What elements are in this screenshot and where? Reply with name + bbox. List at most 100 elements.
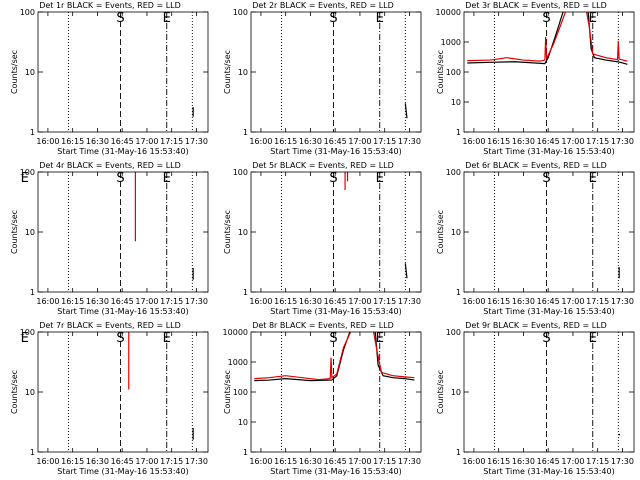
y-axis-label: Counts/sec xyxy=(436,50,445,94)
annotation: E xyxy=(589,11,597,26)
x-axis-label: Start Time (31-May-16 15:53:40) xyxy=(270,467,401,476)
annotation: E xyxy=(21,331,29,346)
x-tick-label: 17:30 xyxy=(611,457,634,466)
x-tick-label: 17:00 xyxy=(561,457,584,466)
annotation: S xyxy=(329,11,337,26)
x-tick-label: 17:15 xyxy=(586,137,609,146)
x-tick-label: 17:00 xyxy=(135,297,158,306)
x-tick-label: 16:00 xyxy=(36,457,59,466)
x-axis-label: Start Time (31-May-16 15:53:40) xyxy=(57,147,188,156)
x-tick-label: 16:00 xyxy=(249,137,272,146)
panel-title: Det 2r BLACK = Events, RED = LLD xyxy=(252,1,394,10)
x-tick-label: 16:15 xyxy=(487,457,510,466)
panel-title: Det 1r BLACK = Events, RED = LLD xyxy=(39,1,181,10)
x-tick-label: 16:30 xyxy=(299,297,322,306)
annotation: E xyxy=(163,331,171,346)
y-tick-label: 1000 xyxy=(228,358,248,367)
y-tick-label: 10 xyxy=(451,98,461,107)
x-axis-label: Start Time (31-May-16 15:53:40) xyxy=(483,147,614,156)
plot-frame xyxy=(250,331,422,453)
x-tick-label: 16:30 xyxy=(86,137,109,146)
x-tick-label: 16:45 xyxy=(111,137,134,146)
series-line xyxy=(404,103,408,119)
y-tick-label: 1 xyxy=(456,448,461,457)
series-line xyxy=(467,12,628,62)
y-axis-label: Counts/sec xyxy=(10,370,19,414)
annotation: S xyxy=(542,331,550,346)
y-tick-label: 10 xyxy=(25,388,35,397)
x-tick-label: 17:00 xyxy=(348,137,371,146)
y-tick-label: 1 xyxy=(30,128,35,137)
x-tick-label: 17:00 xyxy=(561,137,584,146)
x-tick-label: 17:15 xyxy=(373,297,396,306)
x-tick-label: 16:30 xyxy=(512,297,535,306)
x-tick-label: 16:45 xyxy=(324,297,347,306)
x-tick-label: 17:30 xyxy=(398,137,421,146)
x-tick-label: 17:30 xyxy=(611,137,634,146)
panel-title: Det 7r BLACK = Events, RED = LLD xyxy=(39,321,181,330)
y-tick-label: 100 xyxy=(233,388,248,397)
x-tick-label: 16:15 xyxy=(274,297,297,306)
x-tick-label: 16:15 xyxy=(487,297,510,306)
annotation: E xyxy=(589,171,597,186)
x-tick-label: 16:30 xyxy=(512,457,535,466)
y-tick-label: 10 xyxy=(25,68,35,77)
y-axis-label: Counts/sec xyxy=(10,210,19,254)
x-axis-label: Start Time (31-May-16 15:53:40) xyxy=(57,467,188,476)
y-tick-label: 1 xyxy=(243,288,248,297)
panel-title: Det 6r BLACK = Events, RED = LLD xyxy=(465,161,607,170)
panel-title: Det 4r BLACK = Events, RED = LLD xyxy=(39,161,181,170)
panel: Det 5r BLACK = Events, RED = LLD Counts/s… xyxy=(223,161,422,316)
x-tick-label: 16:00 xyxy=(249,297,272,306)
annotation: E xyxy=(163,171,171,186)
annotation: S xyxy=(542,11,550,26)
series-line xyxy=(404,263,408,279)
y-tick-label: 10 xyxy=(451,388,461,397)
x-tick-label: 16:45 xyxy=(324,137,347,146)
y-tick-label: 10 xyxy=(238,68,248,77)
plot-frame xyxy=(37,171,209,293)
annotation: S xyxy=(116,11,124,26)
y-tick-label: 100 xyxy=(446,68,461,77)
annotation: S xyxy=(116,331,124,346)
y-tick-label: 1 xyxy=(243,448,248,457)
y-tick-label: 1 xyxy=(456,288,461,297)
panel: Det 2r BLACK = Events, RED = LLD Counts/s… xyxy=(223,1,422,156)
x-tick-label: 16:30 xyxy=(512,137,535,146)
x-tick-label: 16:45 xyxy=(111,297,134,306)
x-tick-label: 16:00 xyxy=(36,297,59,306)
panel: Det 3r BLACK = Events, RED = LLD Counts/s… xyxy=(436,1,635,156)
plot-frame xyxy=(37,331,209,453)
panel: Det 6r BLACK = Events, RED = LLD Counts/s… xyxy=(436,161,635,316)
x-tick-label: 16:00 xyxy=(36,137,59,146)
panel: Det 9r BLACK = Events, RED = LLD Counts/s… xyxy=(436,321,635,476)
annotation: E xyxy=(163,11,171,26)
data-layer xyxy=(134,172,194,280)
x-tick-label: 16:45 xyxy=(324,457,347,466)
x-tick-label: 16:45 xyxy=(537,457,560,466)
panel-title: Det 3r BLACK = Events, RED = LLD xyxy=(465,1,607,10)
x-tick-label: 16:30 xyxy=(299,457,322,466)
x-axis-label: Start Time (31-May-16 15:53:40) xyxy=(483,467,614,476)
annotation: E xyxy=(589,331,597,346)
x-tick-label: 16:45 xyxy=(111,457,134,466)
annotation: E xyxy=(376,11,384,26)
x-tick-label: 16:30 xyxy=(86,297,109,306)
panel-title: Det 9r BLACK = Events, RED = LLD xyxy=(465,321,607,330)
data-layer xyxy=(128,332,194,440)
x-tick-label: 17:00 xyxy=(135,137,158,146)
x-tick-label: 16:15 xyxy=(61,137,84,146)
x-tick-label: 17:00 xyxy=(348,457,371,466)
x-tick-label: 17:15 xyxy=(160,457,183,466)
panel: Det 8r BLACK = Events, RED = LLD Counts/s… xyxy=(223,321,422,476)
y-tick-label: 1 xyxy=(30,288,35,297)
series-line xyxy=(467,12,628,65)
x-tick-label: 17:30 xyxy=(611,297,634,306)
x-tick-label: 16:00 xyxy=(462,457,485,466)
y-tick-label: 1 xyxy=(456,128,461,137)
annotation: S xyxy=(116,171,124,186)
y-axis-label: Counts/sec xyxy=(223,50,232,94)
x-tick-label: 17:15 xyxy=(586,457,609,466)
x-tick-label: 16:00 xyxy=(249,457,272,466)
